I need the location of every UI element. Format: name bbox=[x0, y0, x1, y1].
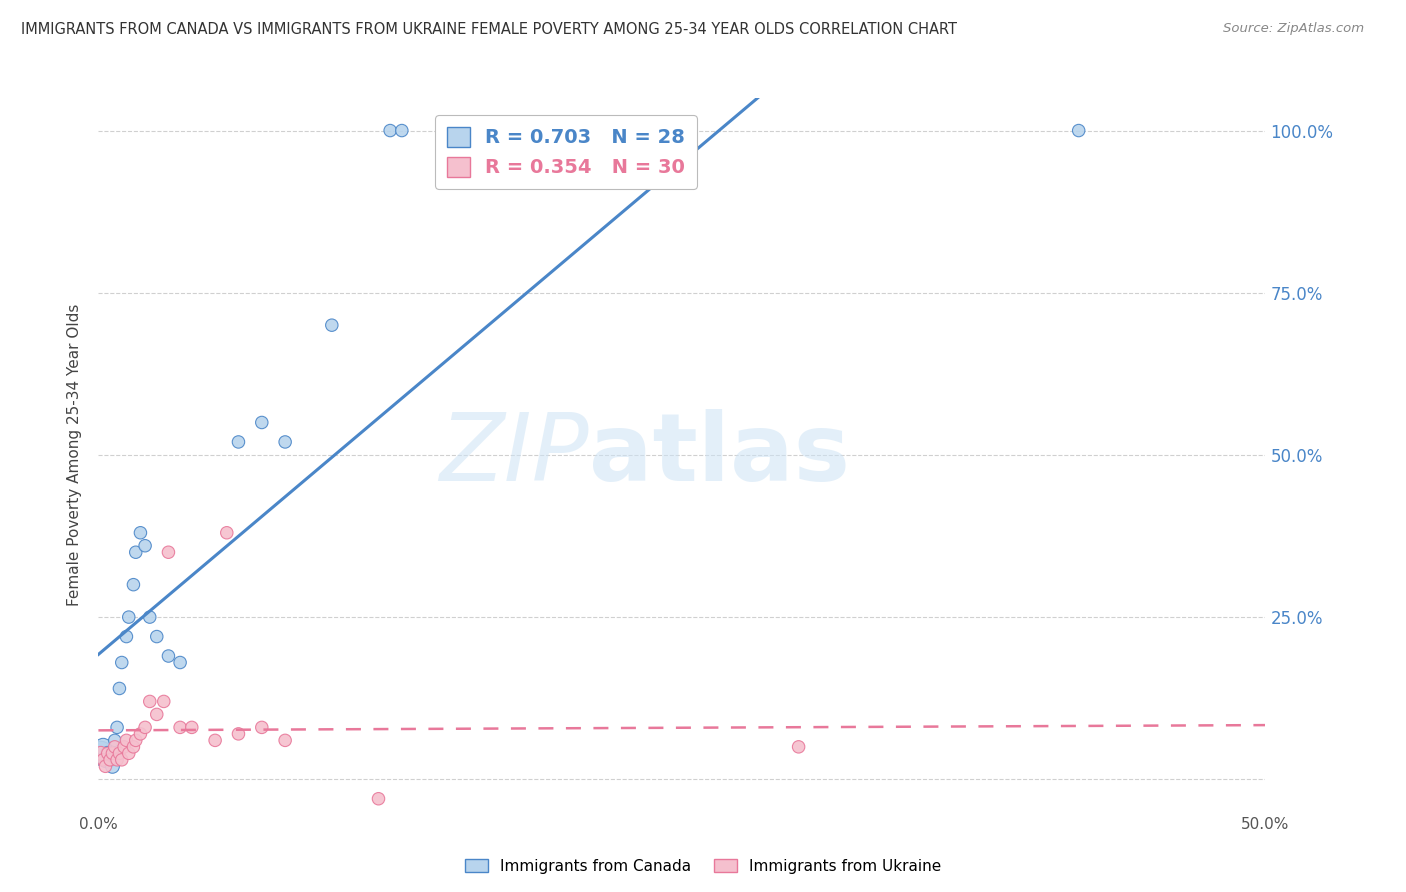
Point bbox=[122, 577, 145, 591]
Point bbox=[129, 525, 152, 540]
Point bbox=[111, 753, 134, 767]
Point bbox=[97, 747, 120, 761]
Point bbox=[204, 733, 226, 747]
Point bbox=[112, 739, 135, 754]
Point bbox=[787, 739, 810, 754]
Point bbox=[101, 747, 124, 761]
Point bbox=[215, 525, 238, 540]
Point bbox=[1067, 123, 1090, 137]
Point bbox=[118, 747, 141, 761]
Point bbox=[90, 747, 112, 761]
Point bbox=[104, 733, 127, 747]
Point bbox=[125, 733, 148, 747]
Point bbox=[129, 727, 152, 741]
Point bbox=[108, 747, 131, 761]
Point bbox=[157, 648, 180, 663]
Text: atlas: atlas bbox=[589, 409, 849, 501]
Point bbox=[97, 747, 120, 761]
Point bbox=[139, 694, 162, 708]
Point bbox=[134, 720, 156, 734]
Legend: Immigrants from Canada, Immigrants from Ukraine: Immigrants from Canada, Immigrants from … bbox=[458, 853, 948, 880]
Point bbox=[101, 759, 124, 773]
Point bbox=[391, 123, 413, 137]
Legend: R = 0.703   N = 28, R = 0.354   N = 30: R = 0.703 N = 28, R = 0.354 N = 30 bbox=[434, 115, 697, 189]
Point bbox=[90, 747, 112, 761]
Point bbox=[91, 753, 114, 767]
Point bbox=[461, 123, 484, 137]
Point bbox=[118, 610, 141, 624]
Point bbox=[115, 733, 138, 747]
Point bbox=[157, 545, 180, 559]
Text: Source: ZipAtlas.com: Source: ZipAtlas.com bbox=[1223, 22, 1364, 36]
Point bbox=[169, 656, 191, 670]
Point bbox=[180, 720, 202, 734]
Point bbox=[94, 759, 117, 773]
Point bbox=[115, 630, 138, 644]
Point bbox=[125, 545, 148, 559]
Point bbox=[228, 727, 250, 741]
Point bbox=[152, 694, 174, 708]
Point bbox=[146, 707, 169, 722]
Point bbox=[105, 720, 128, 734]
Point bbox=[139, 610, 162, 624]
Point bbox=[378, 123, 402, 137]
Point bbox=[274, 733, 297, 747]
Y-axis label: Female Poverty Among 25-34 Year Olds: Female Poverty Among 25-34 Year Olds bbox=[67, 304, 83, 606]
Point bbox=[250, 416, 273, 430]
Point bbox=[321, 318, 343, 333]
Point bbox=[250, 720, 273, 734]
Point bbox=[111, 656, 134, 670]
Text: IMMIGRANTS FROM CANADA VS IMMIGRANTS FROM UKRAINE FEMALE POVERTY AMONG 25-34 YEA: IMMIGRANTS FROM CANADA VS IMMIGRANTS FRO… bbox=[21, 22, 957, 37]
Point bbox=[94, 753, 117, 767]
Text: ZIP: ZIP bbox=[439, 409, 589, 500]
Point bbox=[134, 539, 156, 553]
Point bbox=[169, 720, 191, 734]
Point bbox=[228, 434, 250, 449]
Point bbox=[122, 739, 145, 754]
Point bbox=[108, 681, 131, 696]
Point bbox=[105, 753, 128, 767]
Point bbox=[104, 739, 127, 754]
Point bbox=[91, 739, 114, 754]
Point bbox=[274, 434, 297, 449]
Point bbox=[367, 791, 389, 805]
Point bbox=[146, 630, 169, 644]
Point bbox=[98, 753, 121, 767]
Point bbox=[98, 753, 121, 767]
